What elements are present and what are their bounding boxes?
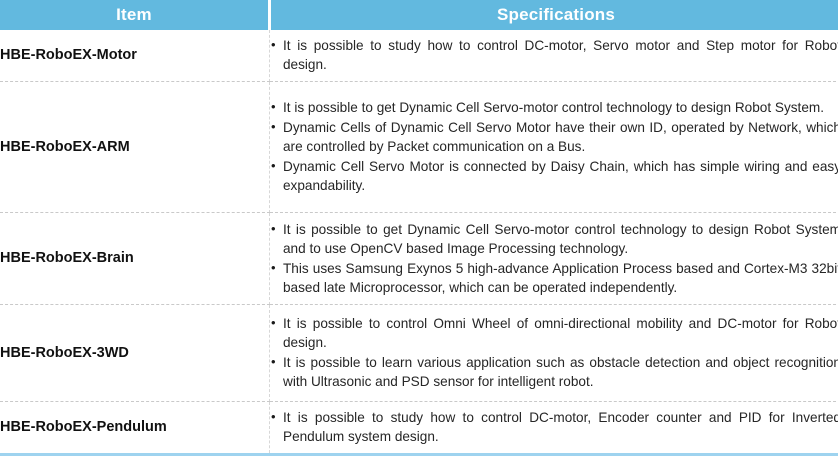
specification-list: It is possible to get Dynamic Cell Servo…	[270, 97, 838, 195]
table-header-row: Item Specifications	[0, 0, 838, 30]
list-item: This uses Samsung Exynos 5 high-advance …	[270, 258, 838, 297]
column-header-specifications: Specifications	[269, 0, 838, 30]
item-name-cell: HBE-RoboEX-Pendulum	[0, 401, 270, 456]
specifications-cell: It is possible to get Dynamic Cell Servo…	[269, 212, 838, 305]
list-item: It is possible to study how to control D…	[270, 407, 838, 446]
table-body: HBE-RoboEX-Motor It is possible to study…	[0, 30, 838, 456]
list-item: It is possible to get Dynamic Cell Servo…	[270, 219, 838, 258]
list-item: It is possible to learn various applicat…	[270, 352, 838, 391]
specification-list: It is possible to control Omni Wheel of …	[270, 313, 838, 391]
list-item: It is possible to study how to control D…	[270, 35, 838, 74]
item-name-cell: HBE-RoboEX-Brain	[0, 212, 270, 305]
specification-list: It is possible to study how to control D…	[270, 407, 838, 446]
specifications-cell: It is possible to get Dynamic Cell Servo…	[269, 81, 838, 213]
table-header: Item Specifications	[0, 0, 838, 30]
column-header-item: Item	[0, 0, 271, 30]
specifications-cell: It is possible to study how to control D…	[269, 401, 838, 456]
specification-list: It is possible to study how to control D…	[270, 35, 838, 74]
item-name-cell: HBE-RoboEX-ARM	[0, 81, 270, 213]
table-row: HBE-RoboEX-3WD It is possible to control…	[0, 304, 838, 402]
table-row: HBE-RoboEX-Pendulum It is possible to st…	[0, 401, 838, 456]
table-row: HBE-RoboEX-Brain It is possible to get D…	[0, 212, 838, 305]
list-item: Dynamic Cells of Dynamic Cell Servo Moto…	[270, 117, 838, 156]
item-name-cell: HBE-RoboEX-3WD	[0, 304, 270, 402]
list-item: It is possible to get Dynamic Cell Servo…	[270, 97, 838, 117]
list-item: Dynamic Cell Servo Motor is connected by…	[270, 156, 838, 195]
list-item: It is possible to control Omni Wheel of …	[270, 313, 838, 352]
specifications-cell: It is possible to control Omni Wheel of …	[269, 304, 838, 402]
table-row: HBE-RoboEX-ARM It is possible to get Dyn…	[0, 81, 838, 213]
specification-list: It is possible to get Dynamic Cell Servo…	[270, 219, 838, 297]
table-row: HBE-RoboEX-Motor It is possible to study…	[0, 30, 838, 82]
item-name-cell: HBE-RoboEX-Motor	[0, 30, 270, 82]
specifications-cell: It is possible to study how to control D…	[269, 30, 838, 82]
